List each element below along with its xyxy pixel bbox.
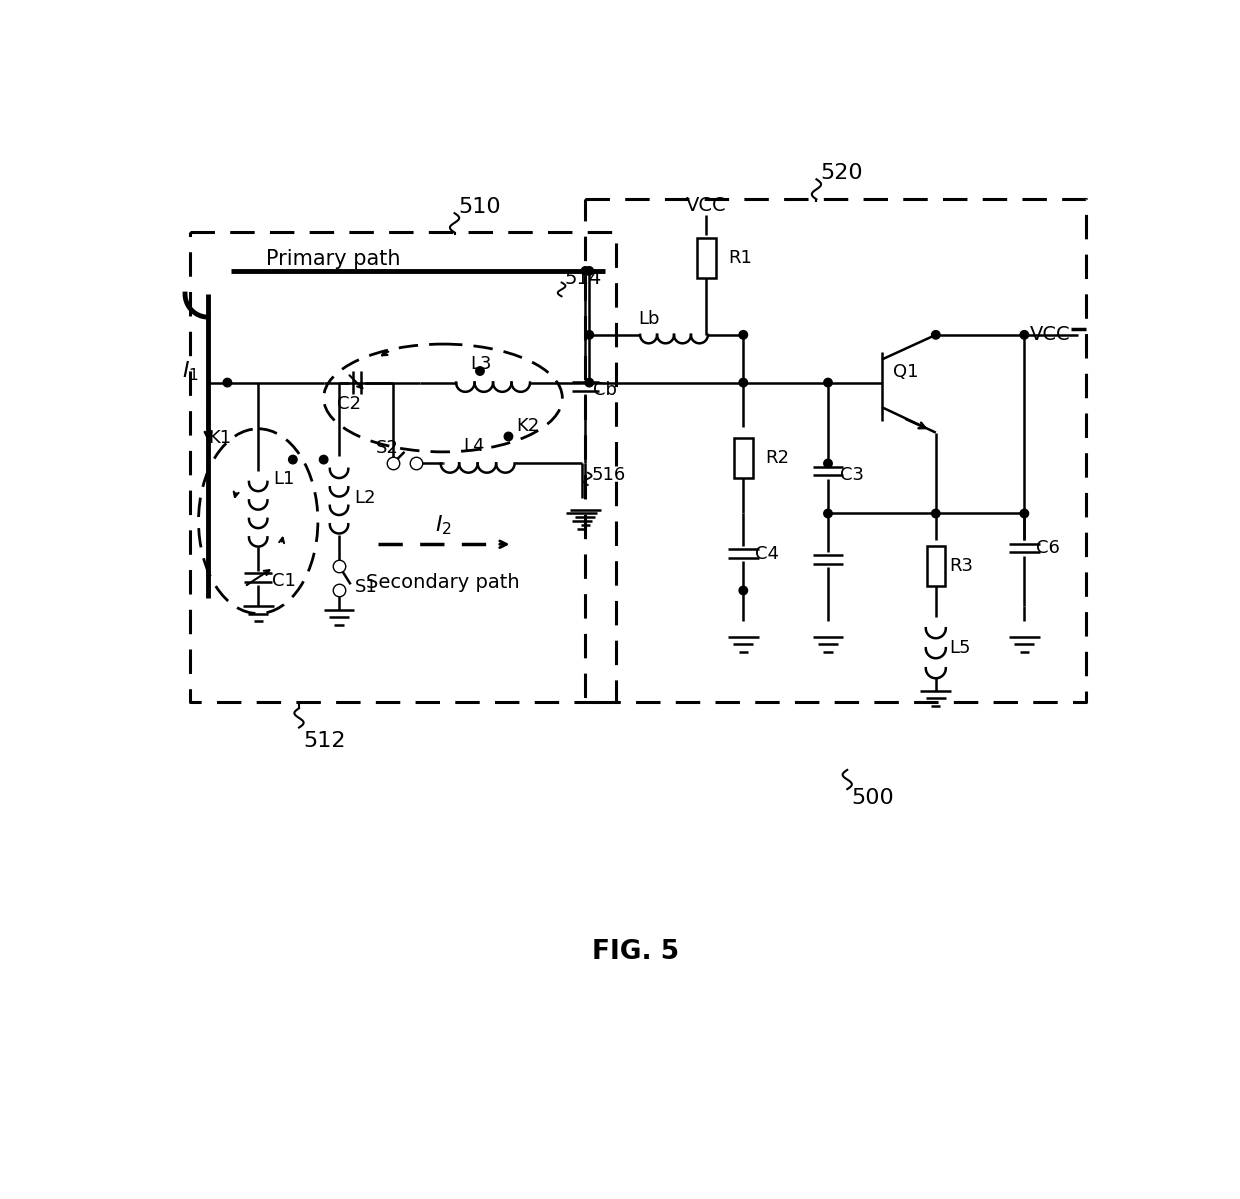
Text: L1: L1 bbox=[274, 470, 295, 488]
Text: Lb: Lb bbox=[639, 311, 660, 329]
Text: R3: R3 bbox=[950, 556, 973, 574]
Text: C3: C3 bbox=[839, 466, 863, 484]
Bar bbox=[926, 546, 945, 586]
Circle shape bbox=[223, 379, 232, 387]
Circle shape bbox=[1021, 331, 1029, 339]
Circle shape bbox=[582, 266, 590, 275]
Circle shape bbox=[931, 510, 940, 518]
Circle shape bbox=[823, 459, 832, 468]
Circle shape bbox=[739, 379, 748, 387]
Circle shape bbox=[739, 331, 748, 339]
Text: 500: 500 bbox=[851, 789, 894, 808]
Text: 514: 514 bbox=[564, 269, 601, 288]
Circle shape bbox=[505, 433, 512, 441]
Circle shape bbox=[585, 379, 594, 387]
Text: R2: R2 bbox=[765, 450, 789, 468]
Text: VCC: VCC bbox=[686, 195, 727, 215]
Bar bbox=[697, 237, 715, 278]
Text: L3: L3 bbox=[471, 355, 492, 373]
Circle shape bbox=[1021, 510, 1029, 518]
Text: L5: L5 bbox=[950, 639, 971, 657]
Text: 516: 516 bbox=[591, 466, 626, 484]
Text: L2: L2 bbox=[355, 489, 376, 507]
Text: Q1: Q1 bbox=[894, 363, 919, 381]
Text: C2: C2 bbox=[337, 396, 361, 414]
Text: 520: 520 bbox=[821, 163, 863, 183]
Text: R1: R1 bbox=[728, 249, 751, 267]
Bar bbox=[734, 438, 753, 478]
Text: $I_1$: $I_1$ bbox=[182, 360, 198, 382]
Text: S1: S1 bbox=[355, 578, 377, 596]
Text: Cb: Cb bbox=[593, 381, 618, 399]
Text: 512: 512 bbox=[303, 730, 346, 751]
Text: L4: L4 bbox=[463, 438, 485, 456]
Circle shape bbox=[739, 586, 748, 595]
Text: Secondary path: Secondary path bbox=[366, 573, 520, 592]
Circle shape bbox=[823, 379, 832, 387]
Text: Primary path: Primary path bbox=[265, 249, 401, 270]
Circle shape bbox=[823, 510, 832, 518]
Circle shape bbox=[476, 367, 484, 375]
Text: FIG. 5: FIG. 5 bbox=[591, 939, 680, 965]
Circle shape bbox=[931, 331, 940, 339]
Circle shape bbox=[585, 331, 594, 339]
Text: $I_2$: $I_2$ bbox=[434, 513, 451, 537]
Circle shape bbox=[585, 266, 594, 275]
Text: 510: 510 bbox=[459, 197, 501, 217]
Text: C4: C4 bbox=[755, 544, 779, 562]
Text: VCC: VCC bbox=[1029, 325, 1070, 344]
Text: K1: K1 bbox=[208, 429, 232, 447]
Text: C6: C6 bbox=[1035, 540, 1060, 558]
Text: K2: K2 bbox=[516, 417, 539, 435]
Text: C1: C1 bbox=[272, 572, 296, 590]
Circle shape bbox=[320, 456, 327, 464]
Circle shape bbox=[289, 456, 298, 464]
Text: S2: S2 bbox=[376, 439, 399, 457]
